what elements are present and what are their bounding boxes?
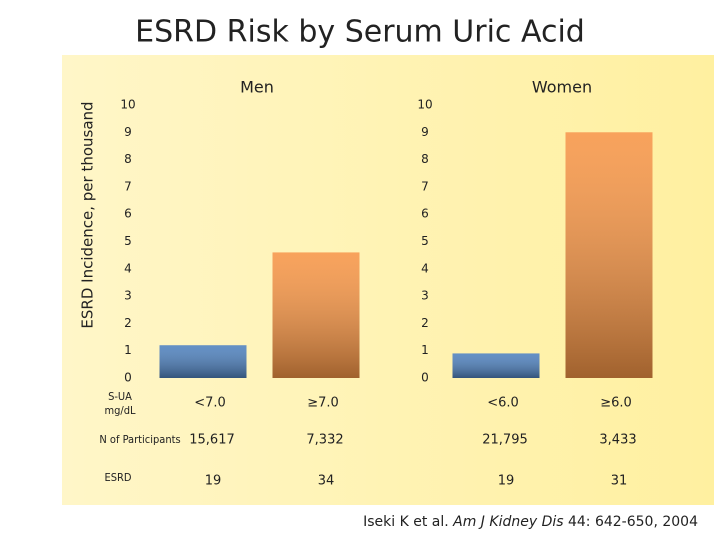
chart-title: Women [532,78,592,97]
category-label: ≥6.0 [600,396,632,411]
y-tick-label: 1 [124,343,132,357]
category-label: <6.0 [487,396,519,411]
category-label: <7.0 [194,396,226,411]
y-tick-label: 3 [124,289,132,303]
esrd-cell: 19 [498,474,515,489]
citation-text: 44: 642-650, 2004 [564,514,699,530]
y-tick-label: 7 [421,179,429,193]
y-tick-label: 10 [120,98,135,112]
row-label: ESRD [104,471,131,484]
row-label: S-UA [108,390,132,403]
y-tick-label: 6 [421,207,429,221]
y-tick-label: 8 [421,152,429,166]
bar-shade [272,252,360,378]
bar-shade [452,353,540,378]
y-tick-label: 7 [124,179,132,193]
bar-shade [565,132,653,378]
participants-cell: 21,795 [482,433,528,448]
citation-text: Iseki K et al. [363,514,453,530]
y-tick-label: 2 [124,316,132,330]
esrd-cell: 31 [611,474,628,489]
esrd-cell: 19 [205,474,222,489]
bar-shade [159,345,247,378]
row-label: N of Participants [99,433,180,446]
citation-journal: Am J Kidney Dis [452,514,563,530]
y-tick-label: 3 [421,289,429,303]
esrd-cell: 34 [318,474,335,489]
y-tick-label: 5 [421,234,429,248]
y-tick-label: 10 [417,98,432,112]
participants-cell: 7,332 [306,433,343,448]
row-label: mg/dL [104,404,136,417]
slide-title: ESRD Risk by Serum Uric Acid [135,15,585,50]
participants-cell: 3,433 [599,433,636,448]
y-axis-label: ESRD Incidence, per thousand [79,101,97,328]
category-label: ≥7.0 [307,396,339,411]
y-tick-label: 6 [124,207,132,221]
participants-cell: 15,617 [189,433,235,448]
citation: Iseki K et al. Am J Kidney Dis 44: 642-6… [363,514,698,530]
y-tick-label: 4 [421,261,429,275]
chart-title: Men [240,78,274,97]
y-tick-label: 9 [421,125,429,139]
y-tick-label: 4 [124,261,132,275]
y-tick-label: 0 [124,371,132,385]
y-tick-label: 1 [421,343,429,357]
y-tick-label: 0 [421,371,429,385]
y-tick-label: 9 [124,125,132,139]
y-tick-label: 2 [421,316,429,330]
y-tick-label: 8 [124,152,132,166]
y-tick-label: 5 [124,234,132,248]
